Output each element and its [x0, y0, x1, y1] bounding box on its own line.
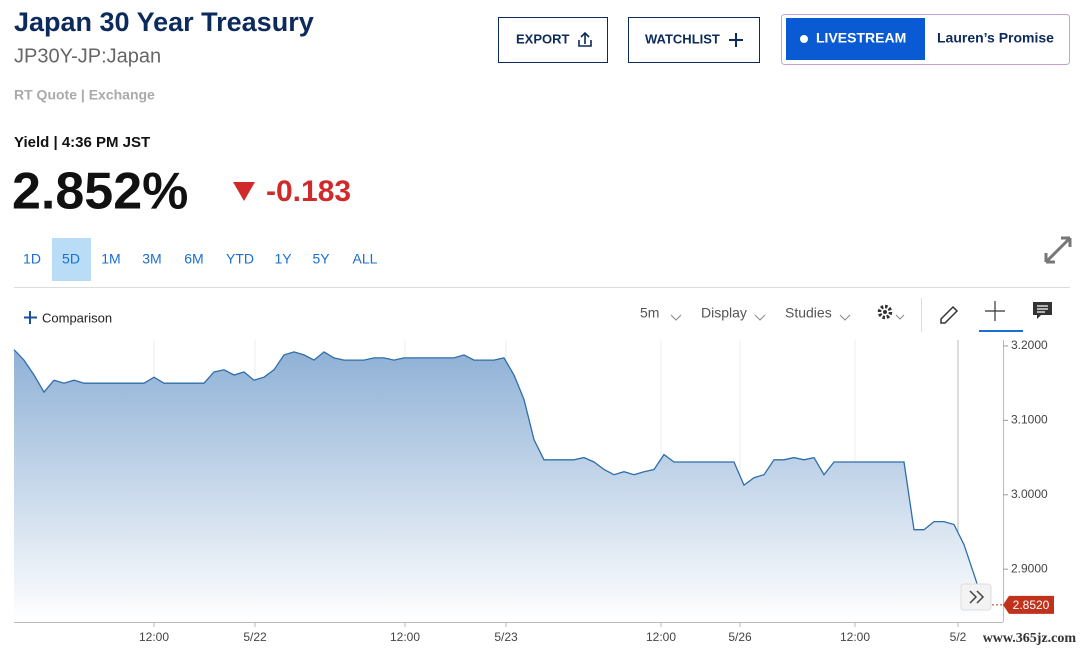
crosshair-icon[interactable] — [985, 301, 1005, 321]
x-tick-label: 12:00 — [390, 630, 420, 644]
x-tick-label: 5/26 — [728, 630, 752, 644]
line — [13, 349, 985, 606]
promo-label: Lauren’s Promise — [937, 30, 1054, 46]
quote-change: -0.183 — [266, 175, 351, 208]
down-arrow — [233, 182, 255, 201]
comment-icon[interactable] — [1033, 302, 1052, 319]
watermark: www.365jz.com — [983, 631, 1077, 646]
range-tab[interactable]: 1D — [23, 251, 41, 267]
range-tab[interactable]: 6M — [184, 251, 203, 267]
range-tab[interactable]: 1M — [101, 251, 120, 267]
y-tick-label: 3.0000 — [1011, 487, 1048, 501]
range-tab[interactable]: 1Y — [274, 251, 292, 267]
x-tick-label: 12:00 — [840, 630, 870, 644]
y-tick-label: 3.2000 — [1011, 338, 1048, 352]
x-tick-label: 12:00 — [646, 630, 676, 644]
comparison-label: Comparison — [42, 310, 112, 325]
scroll-arrows — [969, 590, 985, 604]
quote-source: RT Quote | Exchange — [14, 87, 155, 103]
x-tick-label: 5/23 — [494, 630, 518, 644]
x-tick-label: 12:00 — [139, 630, 169, 644]
chevron — [670, 314, 682, 321]
quote-label: Yield | 4:36 PM JST — [14, 134, 150, 151]
selected-tab — [52, 238, 91, 281]
display-label[interactable]: Display — [701, 305, 747, 321]
export-label: EXPORT — [516, 31, 570, 46]
range-tabs: 1D 5D 1M 3M 6M YTD 1Y 5Y ALL — [23, 238, 378, 281]
livestream-label: LIVESTREAM — [816, 30, 906, 46]
watchlist-label: WATCHLIST — [645, 31, 720, 46]
x-tick-label: 5/22 — [243, 630, 267, 644]
range-tab[interactable]: 5Y — [312, 251, 330, 267]
interval-label[interactable]: 5m — [640, 305, 659, 321]
current-tag — [1003, 595, 1054, 614]
quote-price: 2.852% — [12, 163, 188, 221]
draw-icon[interactable] — [940, 305, 959, 324]
chart: 12:00 5/22 12:00 5/23 12:00 5/26 12:00 5/2 3.200… — [13, 338, 1077, 646]
range-tab[interactable]: 3M — [142, 251, 161, 267]
comparison-button[interactable]: Comparison — [24, 310, 112, 325]
livestream-box[interactable]: LIVESTREAM Lauren’s Promise — [781, 14, 1070, 65]
settings-icon[interactable] — [877, 304, 905, 320]
x-tick-label: 5/2 — [950, 630, 967, 644]
chevron — [754, 314, 766, 321]
comment-lines — [1037, 305, 1048, 313]
studies-label[interactable]: Studies — [785, 305, 832, 321]
chevron — [839, 314, 851, 321]
area — [14, 349, 984, 622]
y-tick-label: 2.9000 — [1011, 561, 1048, 575]
symbol: JP30Y-JP:Japan — [14, 45, 161, 67]
y-tick-label: 3.1000 — [1011, 413, 1048, 427]
range-tab[interactable]: ALL — [353, 251, 378, 267]
export-button[interactable]: EXPORT — [498, 17, 608, 63]
watchlist-button[interactable]: WATCHLIST — [628, 17, 760, 63]
expand-icon[interactable] — [1044, 236, 1072, 264]
range-tab[interactable]: 5D — [62, 251, 80, 267]
range-tab[interactable]: YTD — [226, 251, 254, 267]
current-label: 2.8520 — [1013, 598, 1050, 612]
title: Japan 30 Year Treasury — [14, 7, 314, 37]
